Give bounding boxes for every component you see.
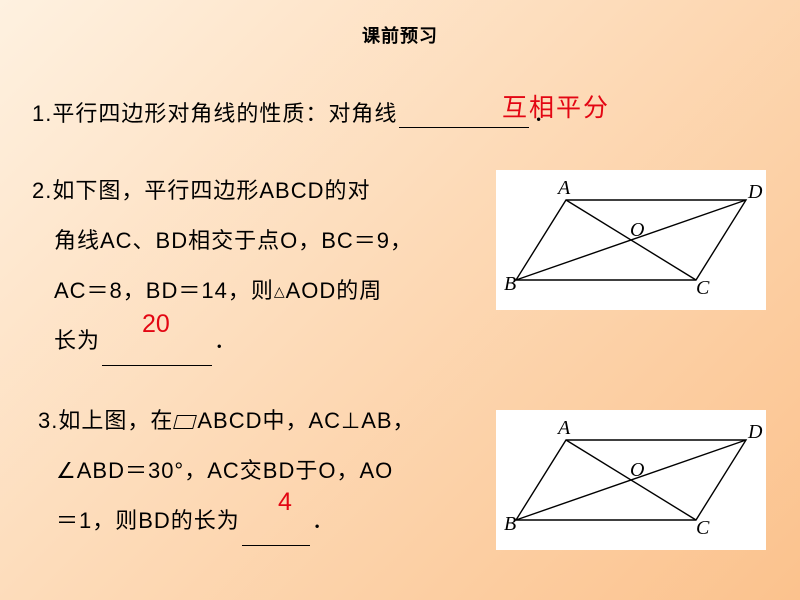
q2-answer: 20 — [142, 310, 170, 339]
q2-line3b: AOD的周 — [286, 278, 383, 303]
q2-line1: 2.如下图，平行四边形ABCD的对 — [32, 166, 472, 216]
page-title: 课前预习 — [0, 22, 800, 48]
q2-line4b: ． — [214, 328, 237, 353]
triangle-icon: △ — [274, 283, 286, 299]
q1-prefix: 1.平行四边形对角线的性质：对角线 — [32, 101, 397, 126]
q2-blank — [102, 342, 212, 366]
fig2-label-d: D — [747, 421, 763, 443]
fig1-label-a: A — [556, 177, 571, 199]
fig2-label-b: B — [504, 513, 516, 535]
q2-line4a: 长为 — [54, 328, 100, 353]
q3-blank — [242, 522, 310, 546]
q1-answer: 互相平分 — [502, 88, 610, 124]
fig1-label-b: B — [504, 273, 516, 295]
q2-line3a: AC＝8，BD＝14，则 — [54, 278, 274, 303]
q2-line2: 角线AC、BD相交于点O，BC＝9， — [54, 228, 413, 253]
q3-line1a: 3.如上图，在 — [38, 408, 173, 433]
q3-line3a: ＝1，则BD的长为 — [56, 508, 240, 533]
parallelogram-icon — [173, 415, 197, 429]
question-3: 3.如上图，在ABCD中，AC⊥AB， ∠ABD＝30°，AC交BD于O，AO … — [38, 396, 468, 546]
q3-line1b: ABCD中，AC⊥AB， — [197, 408, 415, 433]
q3-line2: ∠ABD＝30°，AC交BD于O，AO — [56, 458, 393, 483]
figure-parallelogram-1: A D B C O — [496, 170, 766, 310]
fig2-label-c: C — [696, 517, 710, 539]
fig1-label-o: O — [630, 219, 644, 241]
fig2-label-o: O — [630, 459, 644, 481]
figure-parallelogram-2: A D B C O — [496, 410, 766, 550]
q3-answer: 4 — [278, 488, 292, 517]
question-2: 2.如下图，平行四边形ABCD的对 角线AC、BD相交于点O，BC＝9， AC＝… — [32, 166, 472, 366]
fig2-label-a: A — [556, 417, 571, 439]
fig1-label-d: D — [747, 181, 763, 203]
q3-line3b: ． — [312, 508, 335, 533]
question-1: 1.平行四边形对角线的性质：对角线． — [32, 96, 556, 128]
fig1-label-c: C — [696, 277, 710, 299]
